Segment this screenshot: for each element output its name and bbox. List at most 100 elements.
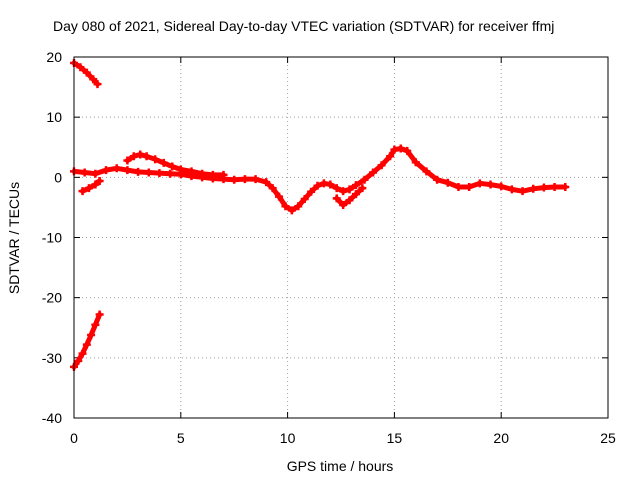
data-point (84, 184, 93, 193)
series-start-low-short (78, 176, 104, 196)
data-point (550, 182, 559, 191)
data-point (151, 155, 160, 164)
data-point (294, 202, 303, 211)
y-tick-label: 10 (46, 109, 62, 125)
data-point (486, 180, 495, 189)
data-point (345, 196, 354, 205)
data-point (465, 182, 474, 191)
data-point (251, 175, 260, 184)
data-point (345, 185, 354, 194)
data-point (497, 182, 506, 191)
data-point (433, 175, 442, 184)
data-point (475, 179, 484, 188)
data-point (377, 161, 386, 170)
data-point (281, 202, 290, 211)
data-point (78, 349, 87, 358)
data-point (123, 166, 132, 175)
data-point (102, 166, 111, 175)
data-point (91, 320, 100, 329)
x-tick-label: 10 (280, 430, 296, 446)
data-point (95, 176, 104, 185)
data-point (443, 178, 452, 187)
data-point (351, 181, 360, 190)
data-point (411, 158, 420, 167)
data-point (386, 152, 395, 161)
data-point (360, 175, 369, 184)
y-tick-label: 20 (46, 49, 62, 65)
data-point (358, 184, 367, 193)
data-point (369, 168, 378, 177)
data-point (313, 181, 322, 190)
data-point (332, 184, 341, 193)
y-tick-label: -40 (42, 410, 62, 426)
data-point (339, 187, 348, 196)
data-point (219, 170, 228, 179)
y-tick-label: -10 (42, 230, 62, 246)
data-point (159, 158, 168, 167)
data-point (339, 201, 348, 210)
series-main-track-a (70, 144, 570, 215)
data-point (240, 175, 249, 184)
data-series (70, 59, 570, 371)
data-point (166, 169, 175, 178)
data-point (95, 310, 104, 319)
data-point (539, 183, 548, 192)
data-point (136, 150, 145, 159)
x-tick-label: 25 (600, 430, 616, 446)
data-point (89, 75, 98, 84)
x-tick-label: 15 (387, 430, 403, 446)
data-point (187, 167, 196, 176)
data-point (422, 167, 431, 176)
data-point (307, 187, 316, 196)
x-tick-label: 5 (177, 430, 185, 446)
series-main-track-b (123, 150, 228, 179)
y-tick-label: -20 (42, 290, 62, 306)
y-axis-label: SDTVAR / TECUs (6, 182, 22, 294)
data-point (507, 185, 516, 194)
data-point (168, 162, 177, 171)
data-point (262, 178, 271, 187)
data-point (332, 194, 341, 203)
data-point (82, 68, 91, 77)
data-point (198, 169, 207, 178)
data-point (123, 156, 132, 165)
series-start-high (70, 59, 102, 89)
data-point (91, 169, 100, 178)
data-point (208, 170, 217, 179)
data-point (529, 184, 538, 193)
tick-labels: 0 5 10 15 20 25 -40 -30 -20 -10 0 10 20 (42, 49, 616, 446)
data-point (275, 192, 284, 201)
data-point (396, 144, 405, 153)
data-point (454, 182, 463, 191)
data-point (134, 167, 143, 176)
chart-grid (74, 57, 608, 418)
data-point (326, 180, 335, 189)
series-dip-track (332, 184, 367, 210)
series-start-low-long (70, 310, 104, 371)
series-line (80, 178, 103, 194)
data-point (403, 146, 412, 155)
data-point (76, 63, 85, 72)
data-point (561, 182, 570, 191)
chart-title: Day 080 of 2021, Sidereal Day-to-day VTE… (53, 18, 554, 34)
x-tick-label: 20 (493, 430, 509, 446)
data-point (144, 168, 153, 177)
data-point (518, 187, 527, 196)
data-point (129, 152, 138, 161)
x-tick-label: 0 (70, 430, 78, 446)
data-point (87, 330, 96, 339)
data-point (155, 169, 164, 178)
y-tick-label: -30 (42, 350, 62, 366)
data-point (287, 206, 296, 215)
data-point (112, 164, 121, 173)
data-point (82, 340, 91, 349)
data-point (93, 80, 102, 89)
data-point (142, 152, 151, 161)
data-point (176, 165, 185, 174)
data-point (74, 356, 83, 365)
data-point (91, 180, 100, 189)
data-point (78, 187, 87, 196)
data-point (268, 184, 277, 193)
data-point (351, 190, 360, 199)
